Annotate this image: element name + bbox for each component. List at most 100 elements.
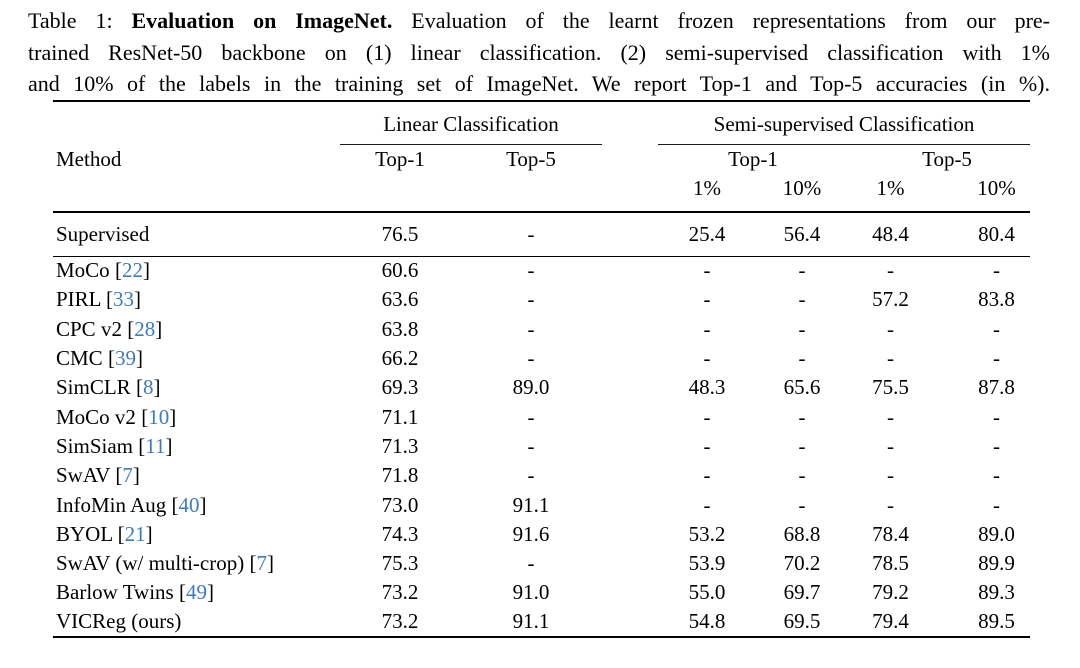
table-row: VICReg (ours) 73.2 91.1 54.8 69.5 79.4 8…: [53, 608, 1030, 637]
pct-header-semi-top1-10: 10%: [756, 174, 848, 213]
value-cell: 71.8: [381, 463, 419, 488]
caption-line-1-rest: Evaluation of the learnt frozen represen…: [392, 8, 1051, 33]
column-gap: [602, 373, 658, 402]
value-cell: 56.4: [756, 212, 848, 257]
value-cell: -: [527, 346, 535, 371]
citation-link[interactable]: 7: [122, 463, 133, 488]
method-name: CMC: [56, 346, 103, 371]
value-cell: -: [527, 258, 535, 283]
citation: [10]: [135, 404, 177, 429]
value-cell: 74.3: [381, 521, 419, 546]
value-cell: 89.3: [978, 580, 1015, 605]
value-cell: -: [527, 287, 535, 312]
citation-link[interactable]: 21: [124, 521, 146, 546]
value-cell: -: [798, 258, 806, 283]
value-cell: 91.0: [512, 580, 550, 605]
value-cell: 70.2: [783, 551, 821, 576]
citation-link[interactable]: 39: [114, 346, 136, 371]
value-cell: 75.3: [381, 551, 419, 576]
value-cell: 60.6: [381, 258, 419, 283]
method-name: BYOL: [56, 521, 113, 546]
citation-link[interactable]: 11: [145, 433, 166, 458]
method-cell: SwAV [7]: [53, 461, 340, 490]
method-name: InfoMin Aug: [56, 492, 167, 517]
value-cell: -: [887, 463, 894, 488]
column-gap: [602, 608, 658, 637]
citation-link[interactable]: 33: [112, 287, 134, 312]
value-cell: -: [798, 404, 806, 429]
citation-link[interactable]: 22: [121, 258, 143, 283]
value-cell: -: [703, 258, 711, 283]
table-row: SwAV [7] 71.8 - - - - -: [53, 461, 1030, 490]
value-cell: 25.4: [658, 212, 756, 257]
table-row: Barlow Twins [49] 73.2 91.0 55.0 69.7 79…: [53, 578, 1030, 607]
value-cell: 71.3: [381, 433, 419, 458]
value-cell: -: [798, 433, 806, 458]
citation: [28]: [121, 316, 163, 341]
column-gap: [602, 578, 658, 607]
table-row: MoCo [22] 60.6 - - - - -: [53, 256, 1030, 285]
method-name: SimCLR: [56, 375, 131, 400]
value-cell: -: [993, 404, 1001, 429]
value-cell: 89.0: [978, 521, 1015, 546]
caption-line-1: Table 1: Evaluation on ImageNet. Evaluat…: [28, 5, 1050, 37]
empty-cell: [460, 174, 602, 213]
value-cell: 91.6: [512, 521, 550, 546]
value-cell: -: [798, 316, 806, 341]
value-cell: 75.5: [872, 375, 909, 400]
table-row: BYOL [21] 74.3 91.6 53.2 68.8 78.4 89.0: [53, 520, 1030, 549]
citation: [49]: [173, 580, 214, 605]
value-cell: 63.8: [381, 316, 419, 341]
value-cell: 68.8: [783, 521, 821, 546]
value-cell: 69.5: [783, 609, 821, 634]
value-cell: -: [460, 212, 602, 257]
citation: [39]: [102, 346, 143, 371]
method-name: SwAV (w/ multi-crop): [56, 551, 245, 576]
value-cell: -: [703, 316, 711, 341]
citation-link[interactable]: 7: [256, 551, 267, 576]
column-gap: [602, 402, 658, 431]
citation-link[interactable]: 28: [134, 316, 156, 341]
column-gap: [602, 315, 658, 344]
table-row: InfoMin Aug [40] 73.0 91.1 - - - -: [53, 490, 1030, 519]
results-table: Linear Classification Semi-supervised Cl…: [53, 100, 1031, 638]
column-gap: [602, 285, 658, 314]
column-gap: [602, 344, 658, 373]
method-header: Method: [56, 146, 122, 171]
table-row: SimSiam [11] 71.3 - - - - -: [53, 432, 1030, 461]
method-cell: MoCo [22]: [53, 256, 340, 285]
value-cell: 89.9: [978, 551, 1015, 576]
value-cell: 48.4: [848, 212, 933, 257]
column-gap: [602, 256, 658, 285]
value-cell: -: [993, 346, 1001, 371]
table-row: PIRL [33] 63.6 - - - 57.2 83.8: [53, 285, 1030, 314]
method-cell: Supervised: [53, 212, 340, 257]
citation-link[interactable]: 40: [178, 492, 200, 517]
value-cell: 78.4: [872, 521, 909, 546]
group-header-row: Linear Classification Semi-supervised Cl…: [53, 101, 1031, 145]
citation-link[interactable]: 10: [148, 404, 170, 429]
column-gap: [602, 144, 658, 174]
citation-link[interactable]: 8: [142, 375, 154, 400]
semi-top1-header: Top-1: [728, 146, 778, 171]
table-header: Linear Classification Semi-supervised Cl…: [53, 101, 1031, 213]
value-cell: -: [993, 316, 1001, 341]
method-cell: SwAV (w/ multi-crop) [7]: [53, 549, 340, 578]
citation: [40]: [166, 492, 207, 517]
citation: [22]: [109, 258, 150, 283]
value-cell: -: [887, 258, 894, 283]
table-row: SimCLR [8] 69.3 89.0 48.3 65.6 75.5 87.8: [53, 373, 1030, 402]
value-cell: -: [527, 463, 535, 488]
value-cell: 69.3: [381, 375, 419, 400]
column-gap: [602, 490, 658, 519]
method-cell: CMC [39]: [53, 344, 340, 373]
value-cell: -: [527, 551, 535, 576]
value-cell: -: [887, 404, 894, 429]
linear-top1-header: Top-1: [375, 146, 425, 171]
column-gap: [602, 461, 658, 490]
method-name: Barlow Twins: [56, 580, 174, 605]
methods-section: MoCo [22] 60.6 - - - - - PIRL [33] 63.6 …: [53, 256, 1030, 637]
table-row: CPC v2 [28] 63.8 - - - - -: [53, 315, 1030, 344]
citation-link[interactable]: 49: [185, 580, 207, 605]
